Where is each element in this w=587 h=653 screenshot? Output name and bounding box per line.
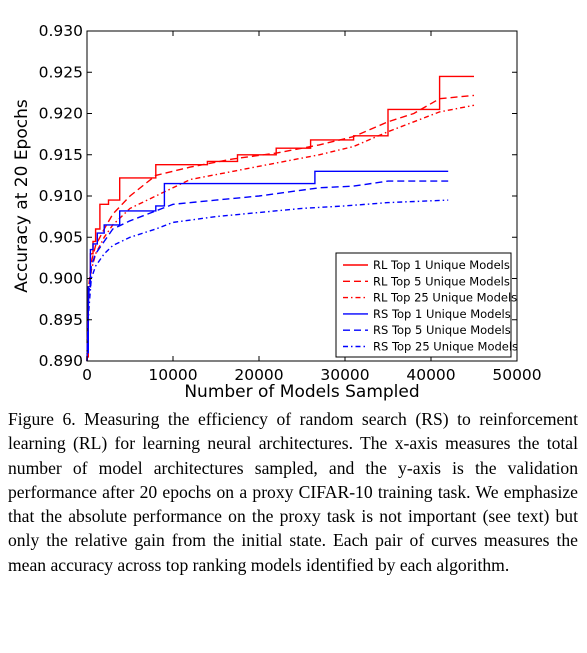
legend-label-2: RL Top 5 Unique Models	[373, 274, 510, 288]
series-line-2	[86, 94, 475, 362]
x-axis-ticks: 0 10000 20000 30000 40000 50000	[82, 31, 542, 384]
y-tick-label: 0.925	[39, 63, 83, 81]
legend-label-3: RL Top 25 Unique Models	[373, 291, 517, 305]
y-axis-label: Accuracy at 20 Epochs	[12, 99, 32, 293]
series-line-5	[86, 180, 449, 362]
x-tick-label: 0	[82, 366, 92, 384]
x-tick-label: 30000	[320, 366, 369, 384]
legend-label-6: RS Top 25 Unique Models	[373, 340, 518, 354]
y-tick-label: 0.910	[39, 187, 83, 205]
x-axis-label: Number of Models Sampled	[184, 382, 419, 402]
y-tick-label: 0.900	[39, 270, 83, 288]
series-layer	[86, 75, 475, 362]
legend: RL Top 1 Unique Models RL Top 5 Unique Mo…	[335, 252, 518, 358]
legend-items: RL Top 1 Unique Models RL Top 5 Unique Mo…	[343, 258, 518, 354]
y-tick-label: 0.920	[39, 105, 83, 123]
y-axis-ticks: 0.890 0.895 0.900 0.905 0.910 0.915 0.920 0.925…	[39, 22, 517, 370]
y-tick-label: 0.905	[39, 228, 83, 246]
legend-label-5: RS Top 5 Unique Models	[373, 323, 511, 337]
series-line-6	[86, 199, 449, 362]
y-tick-label: 0.930	[39, 22, 83, 40]
figure-caption: Figure 6. Measuring the efficiency of ra…	[8, 409, 578, 575]
x-tick-label: 50000	[492, 366, 541, 384]
legend-label-1: RL Top 1 Unique Models	[373, 258, 510, 272]
plot-area: 0 10000 20000 30000 40000 50000 0.890 0.895 0.9…	[39, 22, 542, 384]
x-tick-label: 40000	[406, 366, 455, 384]
legend-label-4: RS Top 1 Unique Models	[373, 307, 511, 321]
x-tick-label: 20000	[234, 366, 283, 384]
y-tick-label: 0.915	[39, 146, 83, 164]
x-tick-label: 10000	[148, 366, 197, 384]
y-tick-label: 0.890	[39, 352, 83, 370]
y-tick-label: 0.895	[39, 311, 83, 329]
legend-box	[335, 252, 512, 358]
